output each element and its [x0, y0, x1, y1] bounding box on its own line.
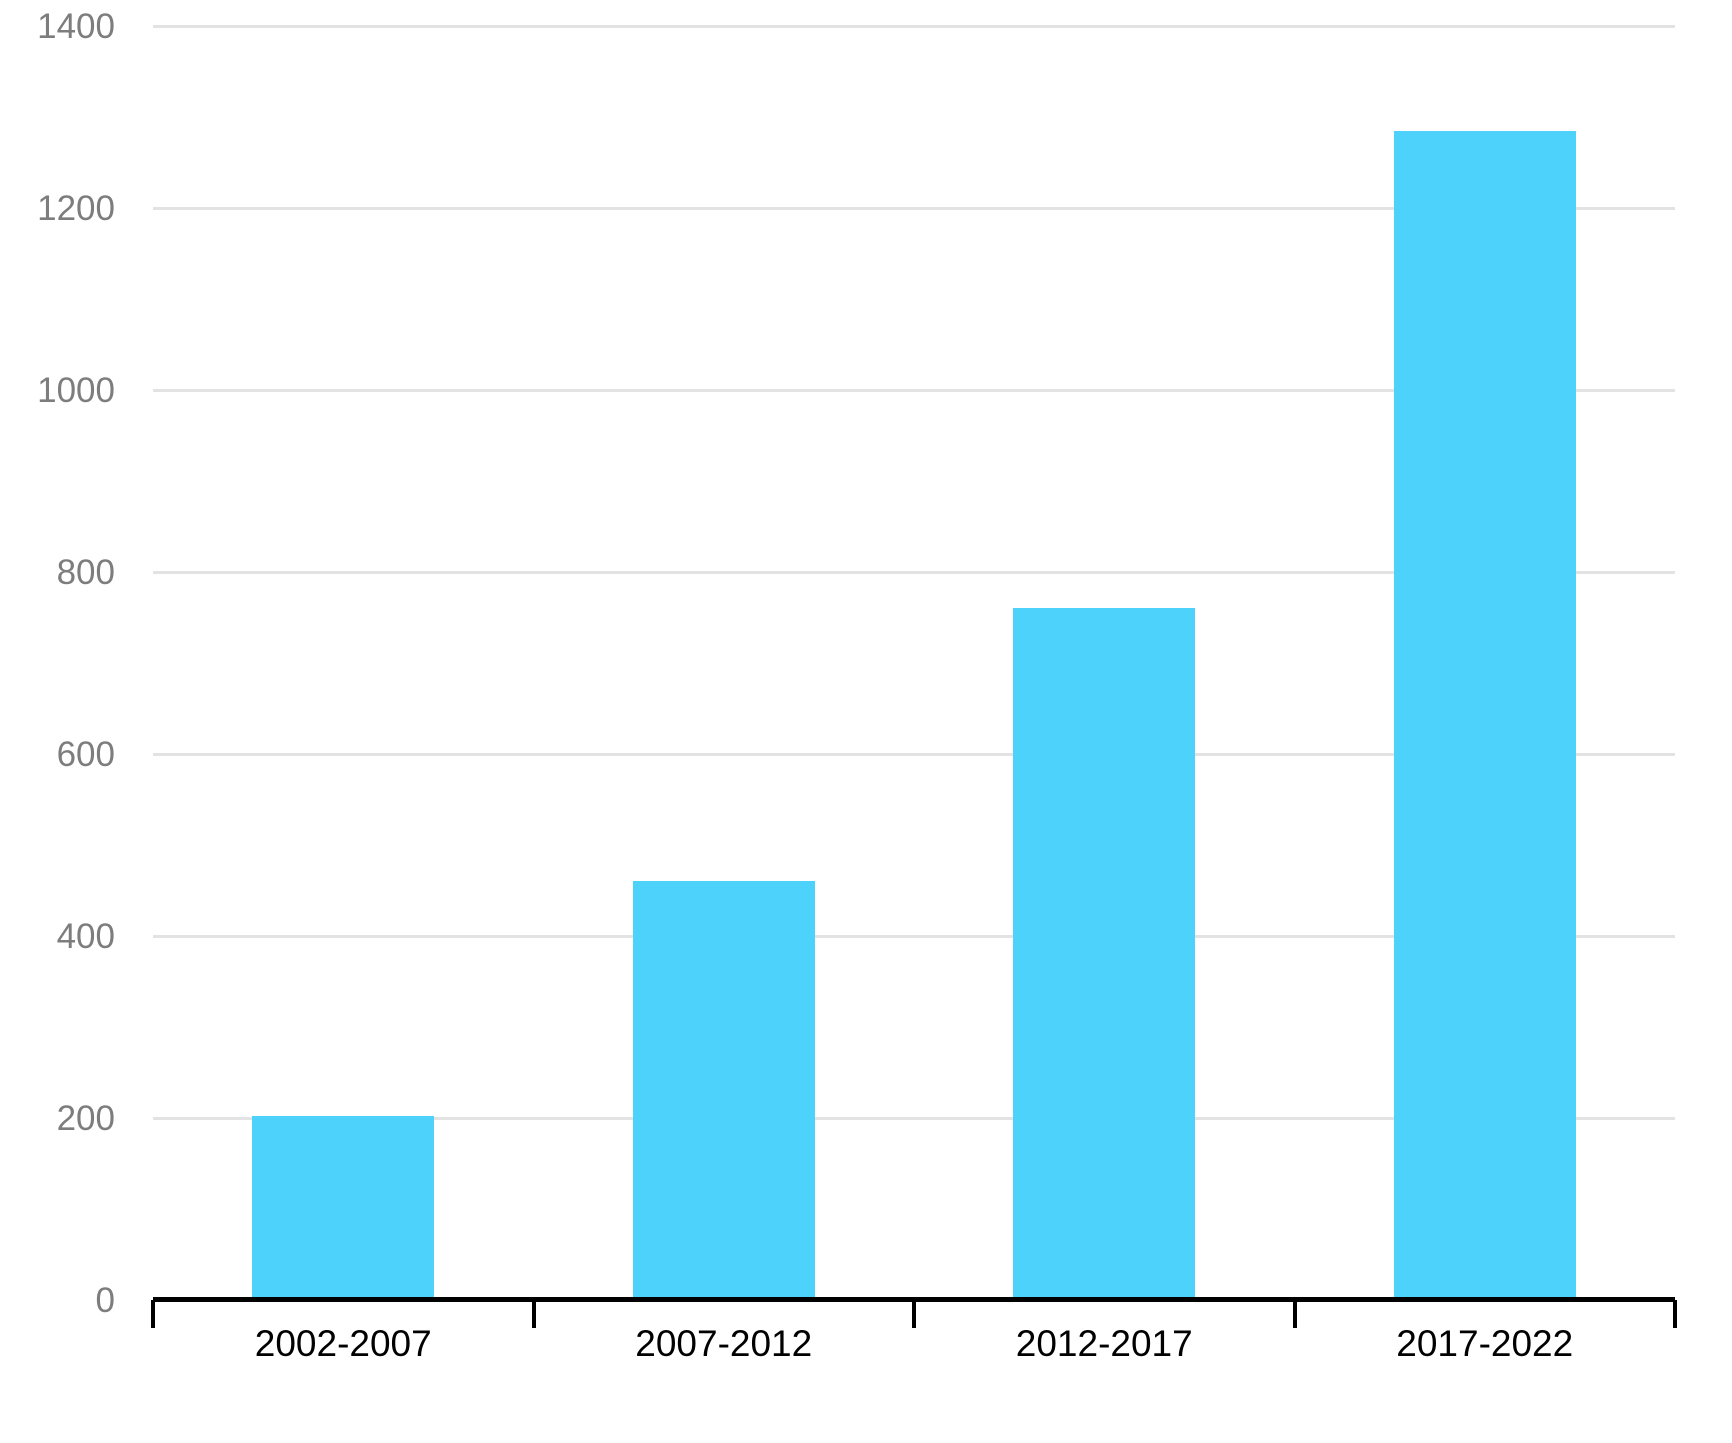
x-axis-tick — [1292, 1300, 1297, 1328]
bar-2002-2007 — [252, 1116, 435, 1300]
y-axis-tick-label: 1000 — [37, 371, 115, 410]
gridline — [153, 388, 1675, 392]
y-axis-tick-label: 800 — [56, 553, 115, 592]
x-axis-tick-label: 2012-2017 — [1015, 1323, 1193, 1364]
gridline — [153, 570, 1675, 574]
y-axis-tick-label: 600 — [56, 735, 115, 774]
bar-2012-2017 — [1013, 608, 1196, 1300]
gridline — [153, 1116, 1675, 1120]
x-axis-tick-label: 2017-2022 — [1396, 1323, 1574, 1364]
y-axis-tick-label: 1400 — [37, 7, 115, 46]
y-axis-tick-label: 0 — [95, 1281, 115, 1320]
gridline — [153, 752, 1675, 756]
x-axis-tick — [531, 1300, 536, 1328]
bar-2007-2012 — [632, 881, 815, 1300]
gridline — [153, 24, 1675, 28]
gridline — [153, 934, 1675, 938]
gridline — [153, 206, 1675, 210]
x-axis-line — [153, 1297, 1675, 1302]
x-axis-tick — [912, 1300, 916, 1328]
x-axis-tick — [151, 1300, 155, 1328]
x-axis-tick-label: 2007-2012 — [635, 1323, 813, 1364]
y-axis-tick-label: 400 — [56, 917, 115, 956]
x-axis-tick-label: 2002-2007 — [254, 1323, 432, 1364]
y-axis-tick-label: 200 — [56, 1099, 115, 1138]
bar-2017-2022 — [1393, 130, 1576, 1300]
x-axis-tick — [1673, 1300, 1677, 1328]
y-axis-tick-label: 1200 — [37, 189, 115, 228]
